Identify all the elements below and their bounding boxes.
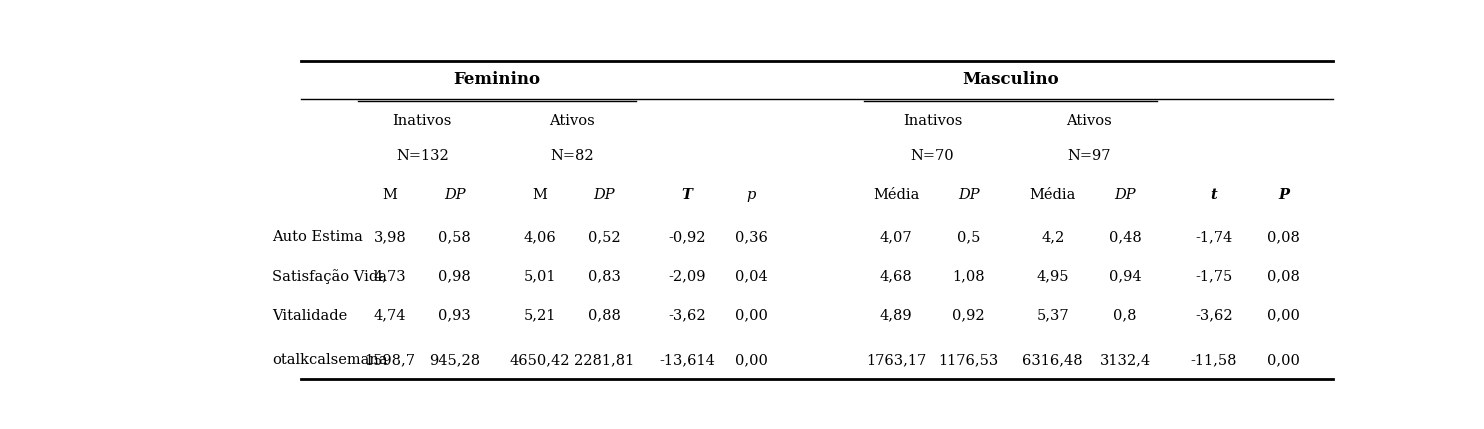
- Text: Feminino: Feminino: [454, 71, 540, 88]
- Text: 4,95: 4,95: [1036, 269, 1068, 283]
- Text: DP: DP: [444, 188, 466, 202]
- Text: -1,74: -1,74: [1195, 230, 1232, 245]
- Text: 0,08: 0,08: [1267, 269, 1300, 283]
- Text: T: T: [681, 188, 693, 202]
- Text: 1598,7: 1598,7: [365, 353, 416, 367]
- Text: 5,37: 5,37: [1036, 309, 1068, 323]
- Text: DP: DP: [957, 188, 979, 202]
- Text: 0,08: 0,08: [1267, 230, 1300, 245]
- Text: M: M: [383, 188, 398, 202]
- Text: 1,08: 1,08: [953, 269, 985, 283]
- Text: Inativos: Inativos: [393, 114, 453, 128]
- Text: Ativos: Ativos: [549, 114, 595, 128]
- Text: 0,52: 0,52: [588, 230, 620, 245]
- Text: N=132: N=132: [396, 148, 448, 163]
- Text: 3132,4: 3132,4: [1100, 353, 1150, 367]
- Text: DP: DP: [594, 188, 614, 202]
- Text: -3,62: -3,62: [668, 309, 706, 323]
- Text: 5,01: 5,01: [524, 269, 556, 283]
- Text: -11,58: -11,58: [1190, 353, 1238, 367]
- Text: 4,06: 4,06: [524, 230, 556, 245]
- Text: N=70: N=70: [911, 148, 954, 163]
- Text: 1176,53: 1176,53: [938, 353, 999, 367]
- Text: 0,98: 0,98: [438, 269, 470, 283]
- Text: Inativos: Inativos: [902, 114, 962, 128]
- Text: N=97: N=97: [1067, 148, 1110, 163]
- Text: 0,8: 0,8: [1113, 309, 1137, 323]
- Text: M: M: [533, 188, 548, 202]
- Text: 4,73: 4,73: [374, 269, 407, 283]
- Text: 0,00: 0,00: [735, 353, 767, 367]
- Text: 4,2: 4,2: [1042, 230, 1064, 245]
- Text: 0,00: 0,00: [735, 309, 767, 323]
- Text: 0,94: 0,94: [1109, 269, 1141, 283]
- Text: DP: DP: [1114, 188, 1135, 202]
- Text: t: t: [1211, 188, 1217, 202]
- Text: -3,62: -3,62: [1195, 309, 1233, 323]
- Text: 0,88: 0,88: [588, 309, 620, 323]
- Text: 4,07: 4,07: [880, 230, 913, 245]
- Text: 0,00: 0,00: [1267, 353, 1300, 367]
- Text: 4,74: 4,74: [374, 309, 407, 323]
- Text: Média: Média: [1030, 188, 1076, 202]
- Text: 1763,17: 1763,17: [867, 353, 926, 367]
- Text: 0,58: 0,58: [438, 230, 470, 245]
- Text: P: P: [1278, 188, 1290, 202]
- Text: 3,98: 3,98: [374, 230, 407, 245]
- Text: -2,09: -2,09: [668, 269, 706, 283]
- Text: 0,04: 0,04: [735, 269, 767, 283]
- Text: 2281,81: 2281,81: [574, 353, 634, 367]
- Text: Vitalidade: Vitalidade: [272, 309, 347, 323]
- Text: N=82: N=82: [551, 148, 594, 163]
- Text: 0,83: 0,83: [588, 269, 620, 283]
- Text: 5,21: 5,21: [524, 309, 556, 323]
- Text: Média: Média: [873, 188, 920, 202]
- Text: Masculino: Masculino: [963, 71, 1060, 88]
- Text: -1,75: -1,75: [1195, 269, 1232, 283]
- Text: 4650,42: 4650,42: [509, 353, 570, 367]
- Text: otalkcalsemana: otalkcalsemana: [272, 353, 387, 367]
- Text: Ativos: Ativos: [1066, 114, 1112, 128]
- Text: 6316,48: 6316,48: [1022, 353, 1083, 367]
- Text: 0,36: 0,36: [735, 230, 767, 245]
- Text: Satisfação Vida: Satisfação Vida: [272, 269, 387, 284]
- Text: 4,68: 4,68: [880, 269, 913, 283]
- Text: Auto Estima: Auto Estima: [272, 230, 362, 245]
- Text: 0,00: 0,00: [1267, 309, 1300, 323]
- Text: 0,5: 0,5: [957, 230, 981, 245]
- Text: 0,93: 0,93: [438, 309, 470, 323]
- Text: -13,614: -13,614: [659, 353, 715, 367]
- Text: 0,92: 0,92: [953, 309, 985, 323]
- Text: 0,48: 0,48: [1109, 230, 1141, 245]
- Text: -0,92: -0,92: [668, 230, 706, 245]
- Text: 4,89: 4,89: [880, 309, 913, 323]
- Text: p: p: [746, 188, 755, 202]
- Text: 945,28: 945,28: [429, 353, 481, 367]
